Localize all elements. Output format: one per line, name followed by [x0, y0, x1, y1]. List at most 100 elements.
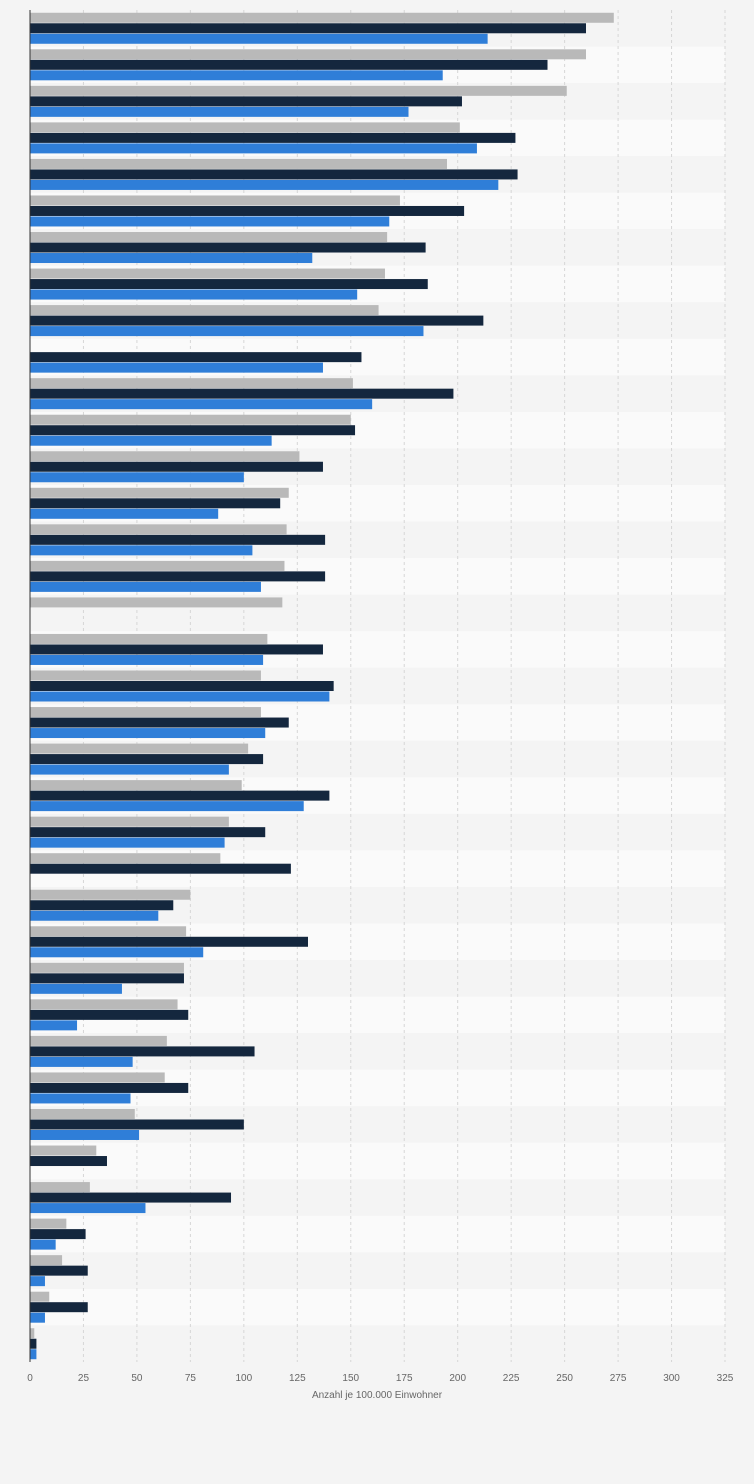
row-band — [30, 1215, 725, 1253]
bar — [30, 106, 409, 117]
bar — [30, 1218, 67, 1229]
x-tick-label: 150 — [342, 1373, 359, 1384]
bar — [30, 1291, 50, 1302]
bar — [30, 926, 187, 937]
x-tick-label: 300 — [663, 1373, 680, 1384]
bar — [30, 205, 465, 216]
bar — [30, 670, 261, 681]
bar — [30, 999, 178, 1010]
bar — [30, 169, 518, 180]
bar — [30, 508, 219, 519]
x-tick-labels: 0 25 50 75 100 125 150 175 200 225 250 275 300 325 — [27, 1373, 734, 1384]
bar — [30, 1129, 140, 1140]
bar — [30, 691, 330, 702]
bar — [30, 1119, 244, 1130]
bar — [30, 947, 204, 958]
bar — [30, 289, 358, 300]
bar — [30, 853, 221, 864]
bar — [30, 498, 281, 509]
bar — [30, 253, 313, 264]
bar — [30, 451, 300, 462]
bar — [30, 1328, 35, 1339]
row-band — [30, 1288, 725, 1326]
bar — [30, 816, 229, 827]
bar — [30, 1239, 56, 1250]
x-axis-label: Anzahl je 100.000 Einwohner — [312, 1390, 443, 1401]
bar — [30, 707, 261, 718]
x-tick-label: 225 — [503, 1373, 520, 1384]
bar — [30, 1056, 133, 1067]
bar — [30, 534, 326, 545]
bar — [30, 132, 516, 143]
bar — [30, 962, 184, 973]
bar — [30, 545, 253, 556]
x-tick-label: 250 — [556, 1373, 573, 1384]
bar — [30, 435, 272, 446]
bar — [30, 1108, 135, 1119]
bar — [30, 654, 264, 665]
bar — [30, 195, 400, 206]
x-tick-label: 75 — [185, 1373, 197, 1384]
bar — [30, 728, 266, 739]
bar — [30, 487, 289, 498]
bar — [30, 96, 462, 107]
bar — [30, 889, 191, 900]
bar — [30, 378, 353, 389]
x-tick-label: 50 — [131, 1373, 143, 1384]
bar — [30, 1265, 88, 1276]
bar — [30, 910, 159, 921]
x-tick-label: 175 — [396, 1373, 413, 1384]
bar — [30, 1009, 189, 1020]
bar — [30, 790, 330, 801]
bar — [30, 33, 488, 44]
bar — [30, 143, 477, 154]
bar — [30, 983, 122, 994]
bar — [30, 268, 385, 279]
x-tick-label: 100 — [236, 1373, 253, 1384]
x-tick-label: 25 — [78, 1373, 90, 1384]
bar — [30, 633, 268, 644]
bar — [30, 1035, 167, 1046]
bar — [30, 1020, 78, 1031]
bar — [30, 1046, 255, 1057]
bar — [30, 900, 174, 911]
bar — [30, 1192, 232, 1203]
bar — [30, 717, 289, 728]
bar — [30, 973, 184, 984]
bar — [30, 571, 326, 582]
bar — [30, 837, 225, 848]
bar — [30, 388, 454, 399]
bar — [30, 122, 460, 133]
bar — [30, 1145, 97, 1156]
bar — [30, 399, 373, 410]
bar — [30, 1312, 45, 1323]
bar — [30, 1203, 146, 1214]
bar — [30, 597, 283, 608]
bar — [30, 242, 426, 253]
bar — [30, 425, 356, 436]
bar — [30, 1072, 165, 1083]
bar — [30, 179, 499, 190]
bar — [30, 279, 428, 290]
bar — [30, 827, 266, 838]
bar — [30, 581, 261, 592]
bar — [30, 780, 242, 791]
bar — [30, 754, 264, 765]
bar — [30, 764, 229, 775]
bar — [30, 232, 388, 243]
bar — [30, 305, 379, 316]
bar — [30, 1349, 37, 1360]
bar — [30, 801, 304, 812]
bar — [30, 644, 323, 655]
bar — [30, 743, 249, 754]
bar — [30, 70, 443, 81]
bar — [30, 414, 351, 425]
bar — [30, 12, 614, 23]
bar — [30, 1156, 107, 1167]
bar — [30, 936, 308, 947]
bar — [30, 216, 390, 227]
bar — [30, 49, 586, 60]
bar — [30, 1276, 45, 1287]
x-tick-label: 275 — [610, 1373, 627, 1384]
